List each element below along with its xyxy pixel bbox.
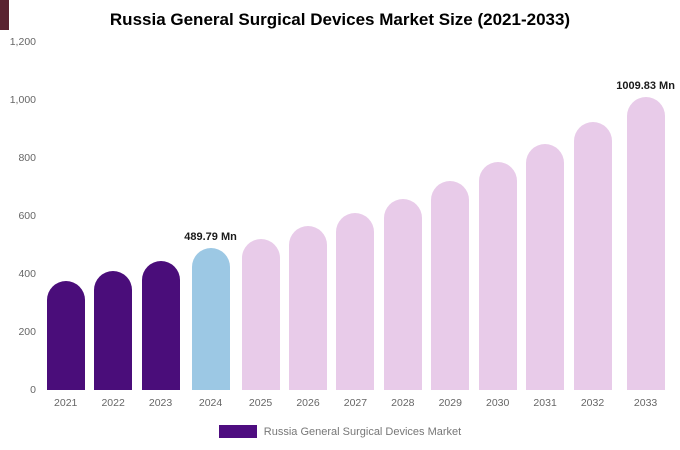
bar-wrap-2031 [521, 42, 568, 390]
bar-wrap-2032 [569, 42, 616, 390]
legend: Russia General Surgical Devices Market [0, 425, 680, 438]
x-tick-label-2031: 2031 [533, 397, 557, 409]
bar-wrap-2025 [237, 42, 284, 390]
bar-column-2021: 2021 [42, 42, 89, 430]
y-tick-label: 600 [18, 210, 36, 222]
bar-2028 [383, 198, 422, 390]
bar-2032 [573, 121, 612, 390]
x-tick-label-2024: 2024 [198, 397, 223, 409]
bar-column-2023: 2023 [137, 42, 184, 430]
bar-wrap-2028 [379, 42, 426, 390]
bar-2027 [336, 213, 375, 390]
bar-2024 [191, 247, 230, 390]
y-tick-label: 0 [30, 384, 36, 396]
bar-2033 [626, 97, 665, 390]
x-tick-label-2026: 2026 [296, 397, 320, 409]
y-tick-label: 200 [18, 326, 36, 338]
bar-column-2026: 2026 [284, 42, 331, 430]
data-label-2024: 489.79 Mn [184, 230, 237, 243]
x-tick-label-2022: 2022 [101, 397, 125, 409]
chart-title: Russia General Surgical Devices Market S… [109, 10, 571, 29]
x-tick-label-2025: 2025 [248, 397, 273, 409]
bar-column-2030: 2030 [474, 42, 521, 430]
y-tick-label: 1,200 [9, 36, 36, 48]
x-tick-label-2030: 2030 [486, 397, 510, 409]
bar-2021 [46, 281, 85, 390]
bar-wrap-2024: 489.79 Mn [184, 42, 237, 390]
bar-2022 [94, 271, 133, 390]
plot-area: 2021 2022 2023 489.79 Mn 2024 2025 2026 2027 202… [42, 42, 675, 430]
y-axis: 1,200 1,000 800 600 400 200 0 [0, 0, 38, 450]
bar-column-2031: 2031 [521, 42, 568, 430]
bar-column-2029: 2029 [427, 42, 474, 430]
bar-wrap-2027 [332, 42, 379, 390]
y-tick-label: 400 [18, 268, 36, 280]
bar-column-2028: 2028 [379, 42, 426, 430]
x-tick-label-2021: 2021 [54, 397, 78, 409]
bar-2023 [141, 260, 180, 390]
bar-wrap-2029 [427, 42, 474, 390]
bar-2025 [241, 239, 280, 390]
bar-wrap-2026 [284, 42, 331, 390]
bar-column-2027: 2027 [332, 42, 379, 430]
bar-column-2022: 2022 [89, 42, 136, 430]
y-tick-label: 1,000 [9, 94, 36, 106]
bar-wrap-2021 [42, 42, 89, 390]
bar-wrap-2033: 1009.83 Mn [616, 42, 675, 390]
x-tick-label-2033: 2033 [633, 397, 658, 409]
x-tick-label-2028: 2028 [391, 397, 415, 409]
bar-wrap-2022 [89, 42, 136, 390]
x-tick-label-2029: 2029 [438, 397, 462, 409]
legend-swatch [218, 425, 257, 438]
data-label-2033: 1009.83 Mn [616, 80, 675, 93]
bar-column-2032: 2032 [569, 42, 616, 430]
x-tick-label-2023: 2023 [148, 397, 173, 409]
bar-column-2024: 489.79 Mn 2024 [184, 42, 237, 430]
corner-accent-decoration [0, 0, 9, 30]
bar-wrap-2023 [137, 42, 184, 390]
x-tick-label-2032: 2032 [580, 397, 605, 409]
legend-label: Russia General Surgical Devices Market [263, 425, 462, 438]
bar-2029 [431, 181, 470, 390]
x-tick-label-2027: 2027 [343, 397, 368, 409]
bar-2026 [288, 226, 327, 390]
bar-2031 [526, 143, 565, 390]
y-tick-label: 800 [18, 152, 36, 164]
bar-column-2033: 1009.83 Mn 2033 [616, 42, 675, 430]
bar-2030 [478, 162, 517, 390]
bar-column-2025: 2025 [237, 42, 284, 430]
bar-wrap-2030 [474, 42, 521, 390]
